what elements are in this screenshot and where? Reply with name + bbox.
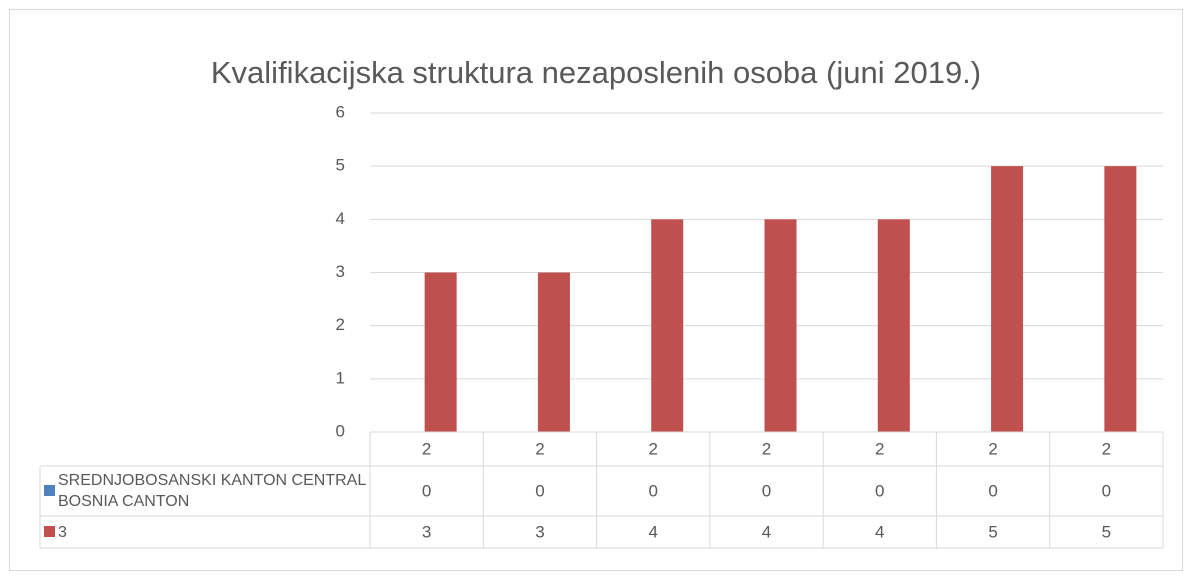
table-value: 3 <box>422 522 431 541</box>
y-tick-label: 2 <box>336 315 345 334</box>
table-value: 5 <box>988 522 997 541</box>
y-tick-label: 5 <box>336 156 345 175</box>
legend-label: 3 <box>58 523 67 541</box>
table-value: 3 <box>535 522 544 541</box>
table-value: 0 <box>988 481 997 500</box>
bar <box>537 272 570 432</box>
x-tick-label: 2 <box>535 439 544 458</box>
x-tick-label: 2 <box>1102 439 1111 458</box>
y-tick-label: 0 <box>336 421 345 440</box>
x-tick-label: 2 <box>762 439 771 458</box>
x-tick-label: 2 <box>988 439 997 458</box>
bar <box>991 166 1024 432</box>
legend-swatch <box>44 526 55 537</box>
bar <box>1104 166 1137 432</box>
bar <box>651 219 684 432</box>
y-tick-label: 6 <box>336 102 345 121</box>
legend-label: SREDNJOBOSANSKI KANTON CENTRAL BOSNIA CA… <box>58 472 366 510</box>
chart-border <box>9 9 1183 571</box>
table-value: 0 <box>875 481 884 500</box>
table-value: 0 <box>648 481 657 500</box>
legend-swatch <box>44 485 55 496</box>
table-value: 0 <box>1102 481 1111 500</box>
table-value: 0 <box>535 481 544 500</box>
table-value: 0 <box>422 481 431 500</box>
y-tick-label: 4 <box>336 209 345 228</box>
x-tick-label: 2 <box>422 439 431 458</box>
y-tick-label: 3 <box>336 262 345 281</box>
table-value: 4 <box>875 522 884 541</box>
chart-title: Kvalifikacijska struktura nezaposlenih o… <box>211 55 981 90</box>
table-value: 5 <box>1102 522 1111 541</box>
x-tick-label: 2 <box>648 439 657 458</box>
bar <box>424 272 457 432</box>
y-tick-label: 1 <box>336 368 345 387</box>
table-value: 4 <box>762 522 771 541</box>
x-tick-label: 2 <box>875 439 884 458</box>
table-value: 0 <box>762 481 771 500</box>
bar <box>877 219 910 432</box>
table-value: 4 <box>648 522 657 541</box>
bar <box>764 219 797 432</box>
